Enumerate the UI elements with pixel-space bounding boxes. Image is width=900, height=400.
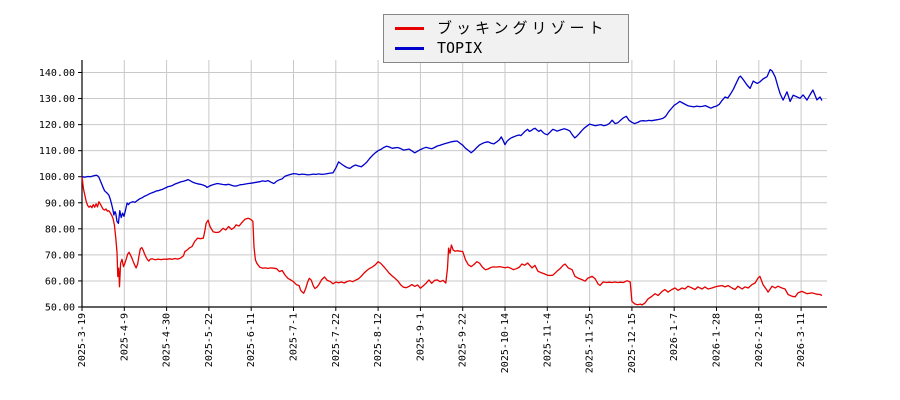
y-tick-label: 110.00 [39, 146, 75, 157]
legend-item-booking-resort: ブッキングリゾート [395, 19, 608, 38]
blue-line-swatch-icon [395, 47, 424, 50]
x-tick-label: 2025-9-22 [458, 313, 469, 367]
legend: ブッキングリゾート TOPIX [383, 14, 629, 63]
y-tick-label: 140.00 [39, 68, 75, 79]
legend-label-booking-resort: ブッキングリゾート [437, 19, 608, 37]
x-tick-label: 2025-3-19 [77, 313, 88, 367]
y-tick-label: 100.00 [39, 172, 75, 183]
x-tick-label: 2025-8-12 [373, 313, 384, 367]
x-tick-label: 2025-4-30 [162, 313, 173, 367]
red-line-swatch-icon [395, 27, 424, 30]
x-tick-label: 2025-7-22 [331, 313, 342, 367]
x-tick-label: 2025-12-15 [627, 313, 638, 373]
x-tick-label: 2025-5-22 [204, 313, 215, 367]
y-tick-label: 130.00 [39, 94, 75, 105]
x-tick-label: 2025-9-1 [415, 313, 426, 361]
x-tick-label: 2025-10-14 [500, 313, 511, 373]
x-tick-label: 2026-2-18 [754, 313, 765, 367]
x-tick-label: 2026-3-11 [796, 313, 807, 367]
x-tick-label: 2025-6-11 [246, 313, 257, 367]
series-line-0 [81, 176, 823, 306]
legend-label-topix: TOPIX [437, 39, 483, 57]
x-tick-label: 2025-7-1 [289, 313, 300, 361]
y-tick-label: 90.00 [45, 198, 75, 209]
x-tick-label: 2025-11-25 [585, 313, 596, 373]
y-tick-label: 50.00 [45, 303, 75, 314]
y-tick-label: 80.00 [45, 224, 75, 235]
series-line-1 [81, 68, 823, 225]
x-tick-label: 2026-1-28 [712, 313, 723, 367]
x-tick-label: 2025-11-4 [542, 313, 553, 367]
y-tick-label: 120.00 [39, 120, 75, 131]
x-tick-label: 2025-4-9 [119, 313, 130, 361]
y-tick-label: 60.00 [45, 276, 75, 287]
y-tick-label: 70.00 [45, 250, 75, 261]
legend-item-topix: TOPIX [395, 39, 608, 58]
x-tick-label: 2026-1-7 [669, 313, 680, 361]
